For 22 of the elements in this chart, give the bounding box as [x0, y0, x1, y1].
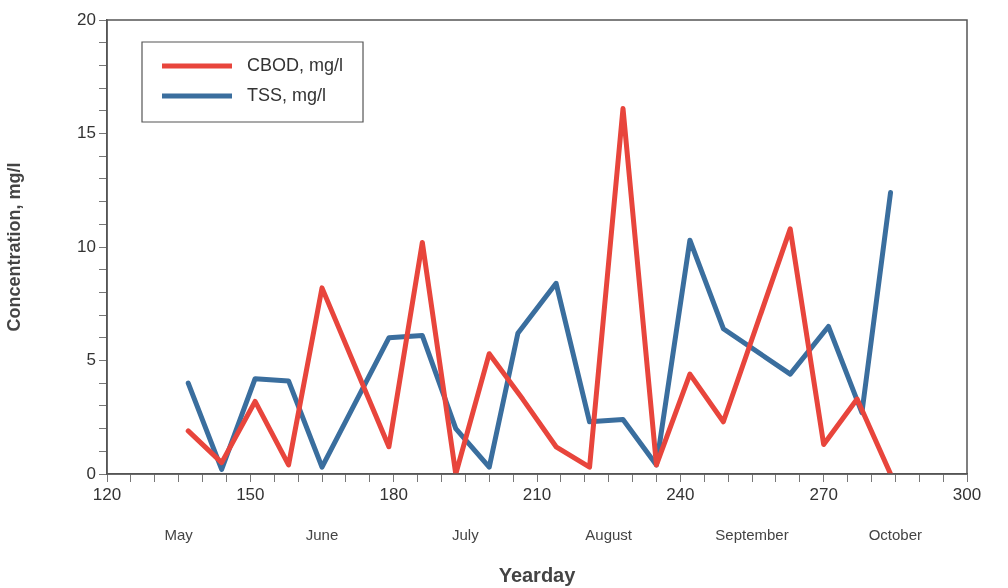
x-axis-title: Yearday	[498, 563, 577, 586]
x-tick-label: 180	[379, 484, 408, 504]
text: October	[868, 526, 923, 544]
x-tick-label: 210	[522, 484, 552, 504]
y-axis-title: Concentration, mg/l	[3, 162, 24, 332]
text: September	[715, 526, 789, 544]
x-tick-label: 270	[809, 484, 838, 504]
text: August	[585, 526, 633, 544]
y-tick-label: 5	[86, 350, 96, 370]
y-tick-label: 10	[77, 236, 96, 256]
legend-label: CBOD, mg/l	[247, 54, 344, 75]
x-tick-label: 240	[666, 484, 695, 504]
text: June	[305, 526, 339, 544]
x-tick-label: 150	[236, 484, 265, 504]
y-tick-label: 20	[77, 9, 96, 29]
legend-label: TSS, mg/l	[247, 84, 327, 105]
y-tick-label: 0	[86, 463, 96, 483]
text: May	[164, 526, 194, 544]
text: July	[451, 526, 480, 544]
x-tick-label: 300	[952, 484, 982, 504]
y-tick-label: 15	[77, 123, 96, 143]
x-tick-label: 120	[92, 484, 122, 504]
